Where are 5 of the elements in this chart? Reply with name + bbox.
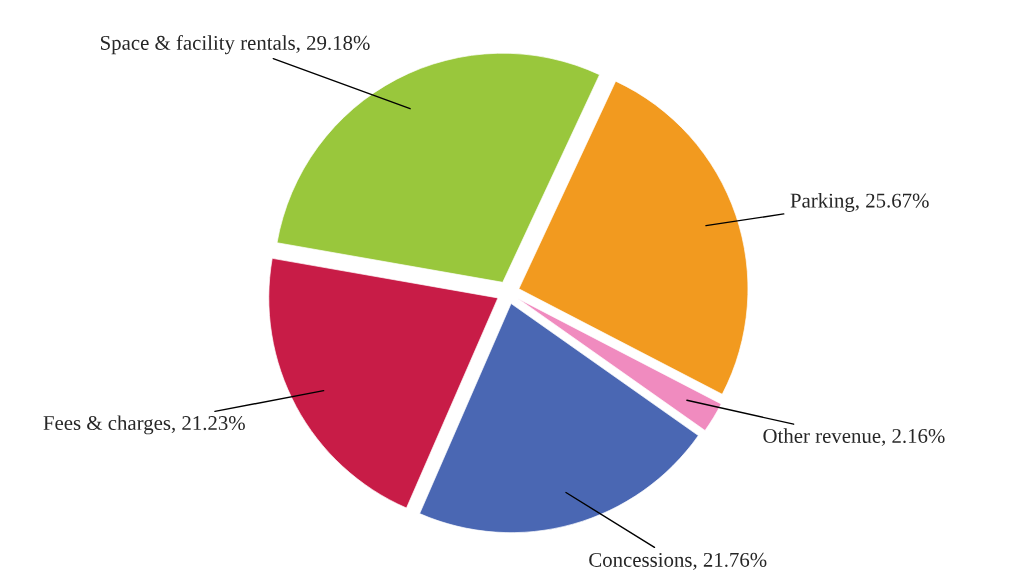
slice-label: Space & facility rentals, 29.18% xyxy=(100,35,370,55)
slice-label: Other revenue, 2.16% xyxy=(763,428,945,446)
slice-label: Fees & charges, 21.23% xyxy=(43,415,245,435)
slice-label: Concessions, 21.76% xyxy=(589,552,767,570)
slice-label: Parking, 25.67% xyxy=(790,192,929,212)
